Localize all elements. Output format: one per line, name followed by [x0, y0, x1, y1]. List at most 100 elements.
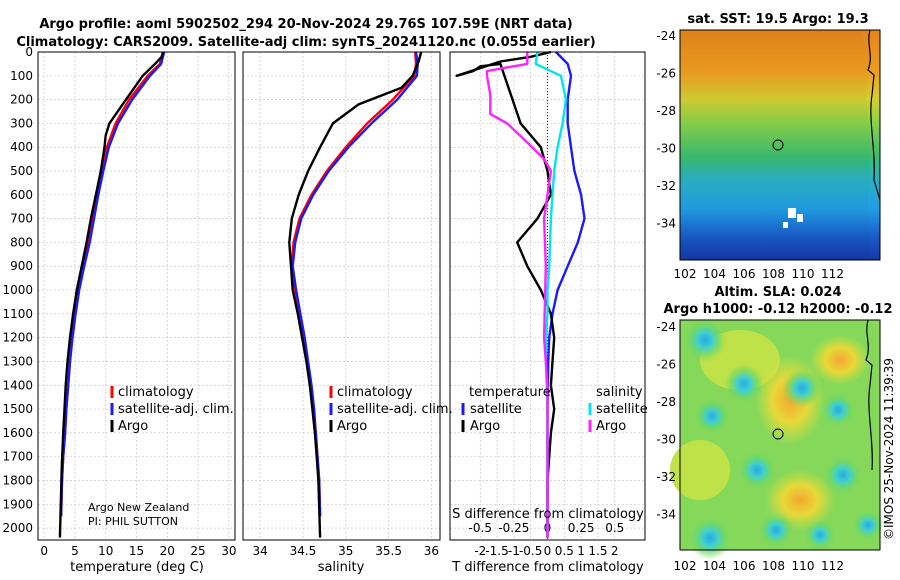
x-tick-label: 35.5: [375, 544, 402, 558]
difference-panel: -2 -1.5 -1 -0.5 0 0.5 1 1.5 2-0.5 -0.25 0 0.25 0.5: [449, 50, 646, 558]
x-tick-label: 10: [98, 544, 113, 558]
temperature-panel: 0 5 10 15 20 25 30: [37, 51, 236, 558]
lon-tick-label: 104: [703, 267, 726, 281]
depth-tick-label: 1500: [2, 402, 33, 416]
x-tick-label: 0: [40, 544, 48, 558]
sla-map: [670, 318, 884, 560]
x-tick-label: 1.5: [588, 544, 607, 558]
depth-tick-label: 1300: [2, 354, 33, 368]
title-line2: Climatology: CARS2009. Satellite-adj cli…: [16, 35, 595, 50]
x-tick-label: 20: [160, 544, 175, 558]
x-tick-label: -2: [474, 544, 486, 558]
series-argo: [58, 51, 165, 538]
depth-tick-label: 1800: [2, 473, 33, 487]
lon-tick-label: 106: [733, 559, 756, 573]
annotation-float-owner: Argo New Zealand: [88, 501, 189, 514]
imos-timestamp: ©IMOS 25-Nov-2024 11:39:39: [882, 358, 896, 540]
sst-map-title: sat. SST: 19.5 Argo: 19.3: [687, 12, 868, 27]
depth-tick-label: 600: [10, 188, 33, 202]
series-satellite-adj-clim-: [59, 51, 166, 517]
series-temperature-argo: [455, 50, 556, 538]
series-satellite-adj-clim-: [291, 51, 419, 517]
legend-climatology: climatology: [337, 385, 413, 400]
lat-tick-label: -34: [656, 508, 676, 522]
depth-tick-label: 800: [10, 235, 33, 249]
lat-tick-label: -32: [656, 470, 676, 484]
depth-tick-label: 1400: [2, 378, 33, 392]
plot-frame: [242, 51, 441, 541]
temperature-xlabel: temperature (deg C): [70, 560, 204, 575]
difference-legend: temperature satellite Argo salinity sate…: [461, 385, 648, 434]
depth-tick-label: 300: [10, 116, 33, 130]
temperature-legend: climatology satellite-adj. clim. Argo: [110, 385, 234, 434]
lat-tick-label: -24: [656, 29, 676, 43]
depth-tick-label: 1000: [2, 283, 33, 297]
depth-tick-label: 1900: [2, 497, 33, 511]
lat-tick-label: -30: [656, 142, 676, 156]
depth-tick-label: 400: [10, 140, 33, 154]
depth-tick-label: 700: [10, 212, 33, 226]
salinity-panel: 34 34.5 35 35.5 36: [242, 51, 441, 558]
lat-tick-label: -24: [656, 320, 676, 334]
x-tick-label: 34.5: [290, 544, 317, 558]
annotation-pi: PI: PHIL SUTTON: [88, 515, 178, 528]
legend-s-satellite: satellite: [596, 402, 648, 417]
plot-frame: [37, 51, 236, 541]
series-climatology: [290, 51, 418, 517]
depth-tick-label: 0: [25, 45, 33, 59]
lon-tick-label: 108: [762, 559, 785, 573]
depth-tick-label: 1100: [2, 307, 33, 321]
x-tick-label: 36: [424, 544, 439, 558]
s-tick-label: -0.25: [498, 521, 529, 535]
series-salinity-satellite: [534, 51, 568, 538]
sst-map: [679, 29, 881, 261]
depth-tick-label: 2000: [2, 521, 33, 535]
legend-s-argo: Argo: [596, 419, 626, 434]
sla-map-title-1: Altim. SLA: 0.024: [715, 285, 842, 300]
lat-tick-label: -28: [656, 104, 676, 118]
depth-tick-label: 1600: [2, 426, 33, 440]
x-tick-label: 1: [577, 544, 585, 558]
s-tick-label: -0.5: [469, 521, 492, 535]
lon-tick-label: 110: [792, 267, 815, 281]
coastline-icon: [865, 319, 873, 471]
coastline-icon: [867, 29, 881, 201]
argo-location-marker: [772, 428, 784, 440]
s-tick-label: 0.25: [568, 521, 595, 535]
legend-argo: Argo: [118, 419, 148, 434]
x-tick-label: 30: [221, 544, 236, 558]
lon-tick-label: 112: [821, 267, 844, 281]
lon-tick-label: 106: [733, 267, 756, 281]
lat-tick-label: -26: [656, 358, 676, 372]
legend-climatology: climatology: [118, 385, 194, 400]
legend-argo: Argo: [337, 419, 367, 434]
lat-tick-label: -26: [656, 67, 676, 81]
lat-tick-label: -28: [656, 395, 676, 409]
lon-tick-label: 112: [821, 559, 844, 573]
x-tick-label: 2: [611, 544, 619, 558]
depth-tick-label: 500: [10, 164, 33, 178]
x-tick-label: 25: [190, 544, 205, 558]
lat-tick-label: -30: [656, 433, 676, 447]
salinity-legend: climatology satellite-adj. clim. Argo: [329, 385, 453, 434]
lon-tick-label: 110: [792, 559, 815, 573]
s-difference-xlabel: S difference from climatology: [452, 507, 644, 522]
depth-tick-label: 1700: [2, 450, 33, 464]
legend-t-satellite: satellite: [470, 402, 522, 417]
legend-satellite: satellite-adj. clim.: [118, 402, 234, 417]
x-tick-label: 0.5: [555, 544, 574, 558]
x-tick-label: 5: [71, 544, 79, 558]
x-tick-label: -1: [508, 544, 520, 558]
lon-tick-label: 104: [703, 559, 726, 573]
x-tick-label: 34: [252, 544, 267, 558]
depth-tick-labels: 0 100 200 300 400 500 600 700 800 900 1000 1100 1200…: [2, 45, 33, 535]
lon-tick-label: 102: [674, 267, 697, 281]
depth-tick-label: 900: [10, 259, 33, 273]
lon-tick-label: 102: [674, 559, 697, 573]
sla-map-title-2: Argo h1000: -0.12 h2000: -0.12: [663, 302, 892, 317]
series-salinity-argo: [485, 52, 553, 538]
x-tick-label: -0.5: [519, 544, 542, 558]
legend-s-title: salinity: [596, 385, 643, 400]
gridlines: [38, 51, 235, 540]
